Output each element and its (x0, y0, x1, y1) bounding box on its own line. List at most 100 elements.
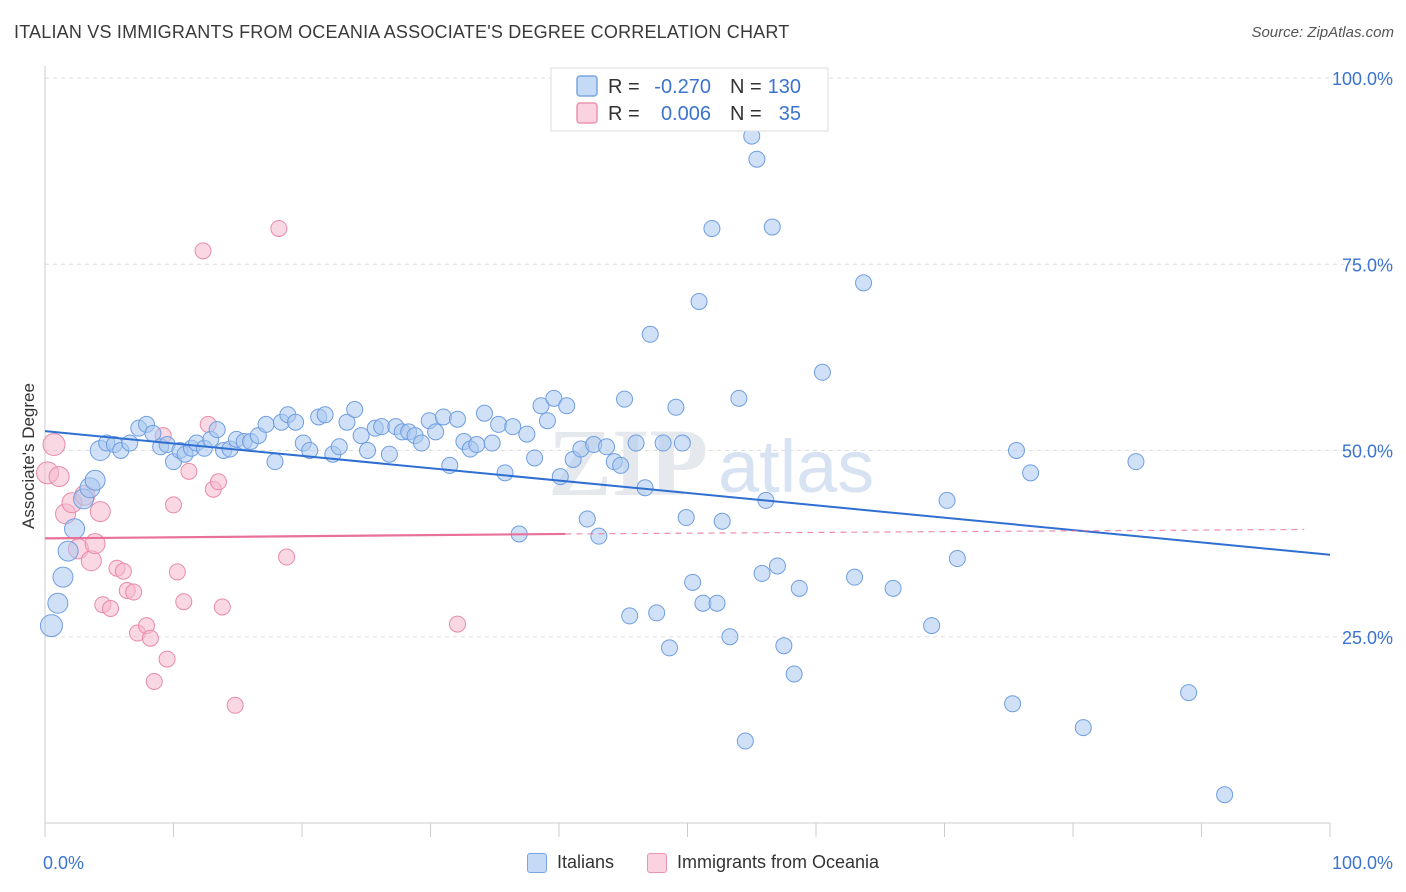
data-point (257, 415, 275, 433)
data-point (1216, 786, 1234, 804)
data-point (884, 579, 902, 597)
data-point (121, 434, 139, 452)
data-point (948, 550, 966, 568)
data-point (287, 413, 305, 431)
data-point (677, 509, 695, 527)
data-point (448, 615, 466, 633)
data-point (270, 219, 288, 237)
data-point (504, 418, 522, 436)
data-point (209, 473, 227, 491)
data-point (47, 592, 69, 614)
data-point (708, 594, 726, 612)
tick-labels: 25.0% 50.0% 75.0% 100.0% 0.0% 100.0% (43, 69, 1393, 873)
data-point (301, 442, 319, 459)
data-point (84, 533, 106, 555)
data-point (448, 410, 466, 428)
data-point (278, 548, 296, 566)
data-point (518, 425, 536, 443)
data-point (352, 427, 370, 445)
data-point (578, 510, 596, 528)
data-point (694, 594, 712, 612)
data-point (612, 456, 630, 474)
data-point (213, 598, 231, 616)
data-point (790, 579, 808, 597)
data-point (330, 438, 348, 456)
x-tick-label-max: 100.0% (1332, 853, 1393, 873)
trend-line-italians (44, 430, 1331, 556)
data-point (768, 557, 786, 575)
data-point (667, 398, 685, 416)
stats-r-label: R = (608, 76, 640, 98)
stats-n-value: 130 (768, 76, 801, 98)
data-point (1007, 442, 1025, 459)
data-point (558, 397, 576, 415)
data-point (359, 442, 377, 459)
legend-item-oceania[interactable]: Immigrants from Oceania (647, 852, 879, 873)
stats-r-label: R = (608, 103, 640, 125)
data-point (730, 389, 748, 407)
data-point (468, 436, 486, 454)
data-point (89, 501, 111, 523)
data-point (1022, 464, 1040, 482)
data-point (57, 540, 79, 562)
data-point (813, 363, 831, 381)
data-point (168, 563, 186, 581)
data-point (855, 274, 873, 292)
stats-swatch (576, 102, 598, 124)
data-point (346, 401, 364, 419)
data-point (616, 390, 634, 408)
data-point (427, 423, 445, 441)
data-point (102, 599, 120, 617)
data-point (175, 593, 193, 611)
chart-title: ITALIAN VS IMMIGRANTS FROM OCEANIA ASSOC… (14, 22, 790, 42)
data-point (648, 604, 666, 622)
stats-legend: R = -0.270 N = 130 R = 0.006 N = 35 (550, 67, 829, 132)
data-point (39, 614, 63, 638)
data-point (158, 650, 176, 668)
stats-n-value: 35 (779, 103, 801, 125)
data-point (316, 406, 334, 424)
data-point (621, 607, 639, 625)
series-legend: Italians Immigrants from Oceania (0, 852, 1406, 878)
data-point (475, 404, 493, 422)
y-tick-label: 75.0% (1342, 255, 1393, 275)
data-point (125, 583, 143, 601)
data-point (1127, 453, 1145, 471)
data-point (661, 639, 679, 657)
data-point (846, 568, 864, 586)
data-point (641, 325, 659, 343)
data-point (654, 434, 672, 452)
data-point (775, 637, 793, 655)
data-point (545, 389, 563, 407)
data-point (598, 438, 616, 456)
data-point (413, 434, 431, 452)
stats-n-label: N = (730, 103, 762, 125)
y-tick-label: 50.0% (1342, 442, 1393, 462)
data-point (338, 413, 356, 431)
data-point (48, 466, 70, 488)
data-point (194, 242, 212, 260)
data-point (753, 564, 771, 582)
data-point (673, 434, 691, 452)
data-point (748, 150, 766, 168)
legend-label-oceania: Immigrants from Oceania (677, 852, 880, 872)
data-point (627, 434, 645, 452)
legend-item-italians[interactable]: Italians (526, 852, 614, 873)
data-point (684, 573, 702, 591)
data-point (52, 566, 74, 588)
trend-line-oceania-extension (565, 528, 1305, 535)
data-point (590, 527, 608, 545)
x-tick-label-min: 0.0% (43, 853, 84, 873)
stats-r-value: -0.270 (654, 76, 711, 98)
data-point (532, 397, 550, 415)
trend-lines (44, 430, 1331, 556)
data-point (226, 696, 244, 714)
stats-n-label: N = (730, 76, 762, 98)
data-point (266, 453, 284, 471)
data-point (434, 408, 452, 426)
data-point (1180, 684, 1198, 702)
data-point (538, 412, 556, 430)
data-point (64, 518, 86, 540)
data-point (713, 512, 731, 530)
